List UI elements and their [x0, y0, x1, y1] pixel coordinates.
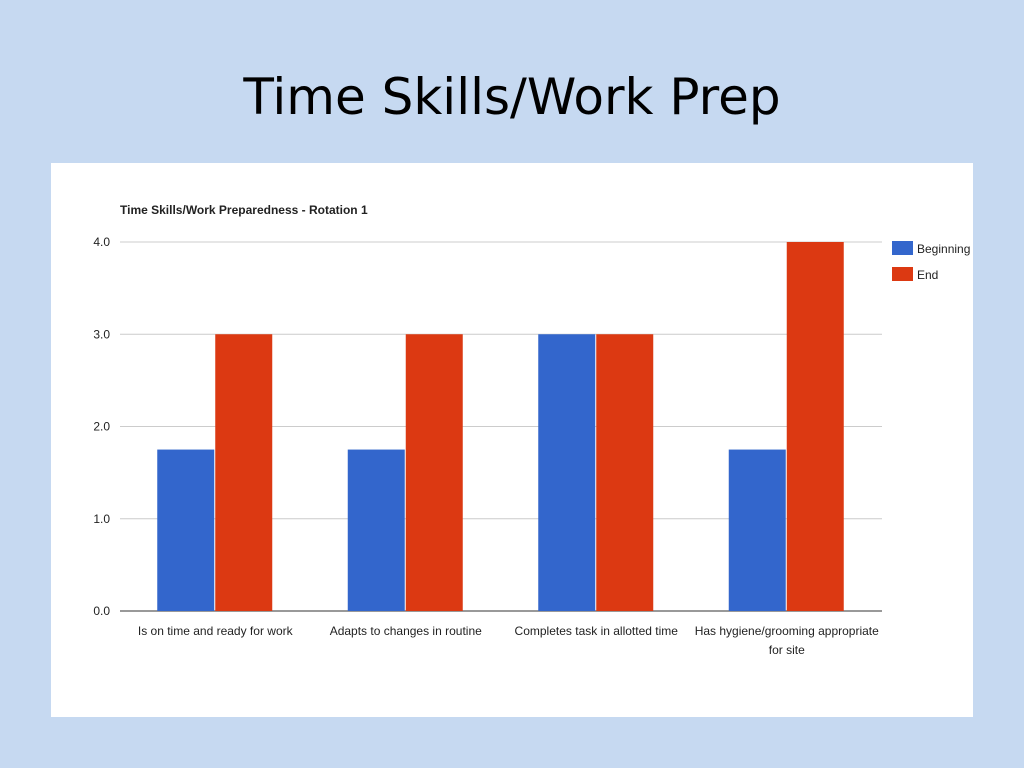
chart-title: Time Skills/Work Preparedness - Rotation… — [120, 203, 368, 217]
bar-end-3 — [786, 242, 844, 611]
y-tick-label: 4.0 — [93, 235, 110, 249]
bar-beginning-2 — [538, 334, 596, 611]
legend-swatch-end — [892, 267, 913, 281]
x-tick-label: for site — [769, 643, 805, 657]
bar-chart: Time Skills/Work Preparedness - Rotation… — [93, 203, 970, 657]
x-tick-label: Is on time and ready for work — [138, 624, 294, 638]
slide-title: Time Skills/Work Prep — [243, 68, 781, 126]
x-tick-label: Adapts to changes in routine — [330, 624, 482, 638]
bar-beginning-3 — [728, 449, 786, 611]
x-tick-label: Has hygiene/grooming appropriate — [695, 624, 879, 638]
y-axis-ticks: 0.0 1.0 2.0 3.0 4.0 — [93, 235, 110, 618]
legend-swatch-beginning — [892, 241, 913, 255]
legend-label-beginning: Beginning — [917, 242, 970, 256]
y-tick-label: 0.0 — [93, 604, 110, 618]
y-tick-label: 2.0 — [93, 420, 110, 434]
y-tick-label: 3.0 — [93, 327, 110, 341]
bar-end-1 — [405, 334, 463, 611]
x-axis-labels: Is on time and ready for work Adapts to c… — [138, 624, 879, 657]
bar-beginning-0 — [157, 449, 215, 611]
bar-end-0 — [215, 334, 273, 611]
legend: Beginning End — [892, 241, 970, 282]
legend-label-end: End — [917, 268, 938, 282]
bar-end-2 — [596, 334, 654, 611]
y-tick-label: 1.0 — [93, 512, 110, 526]
bars — [157, 242, 844, 611]
chart-panel: Time Skills/Work Preparedness - Rotation… — [51, 163, 973, 717]
bar-beginning-1 — [347, 449, 405, 611]
x-tick-label: Completes task in allotted time — [515, 624, 679, 638]
